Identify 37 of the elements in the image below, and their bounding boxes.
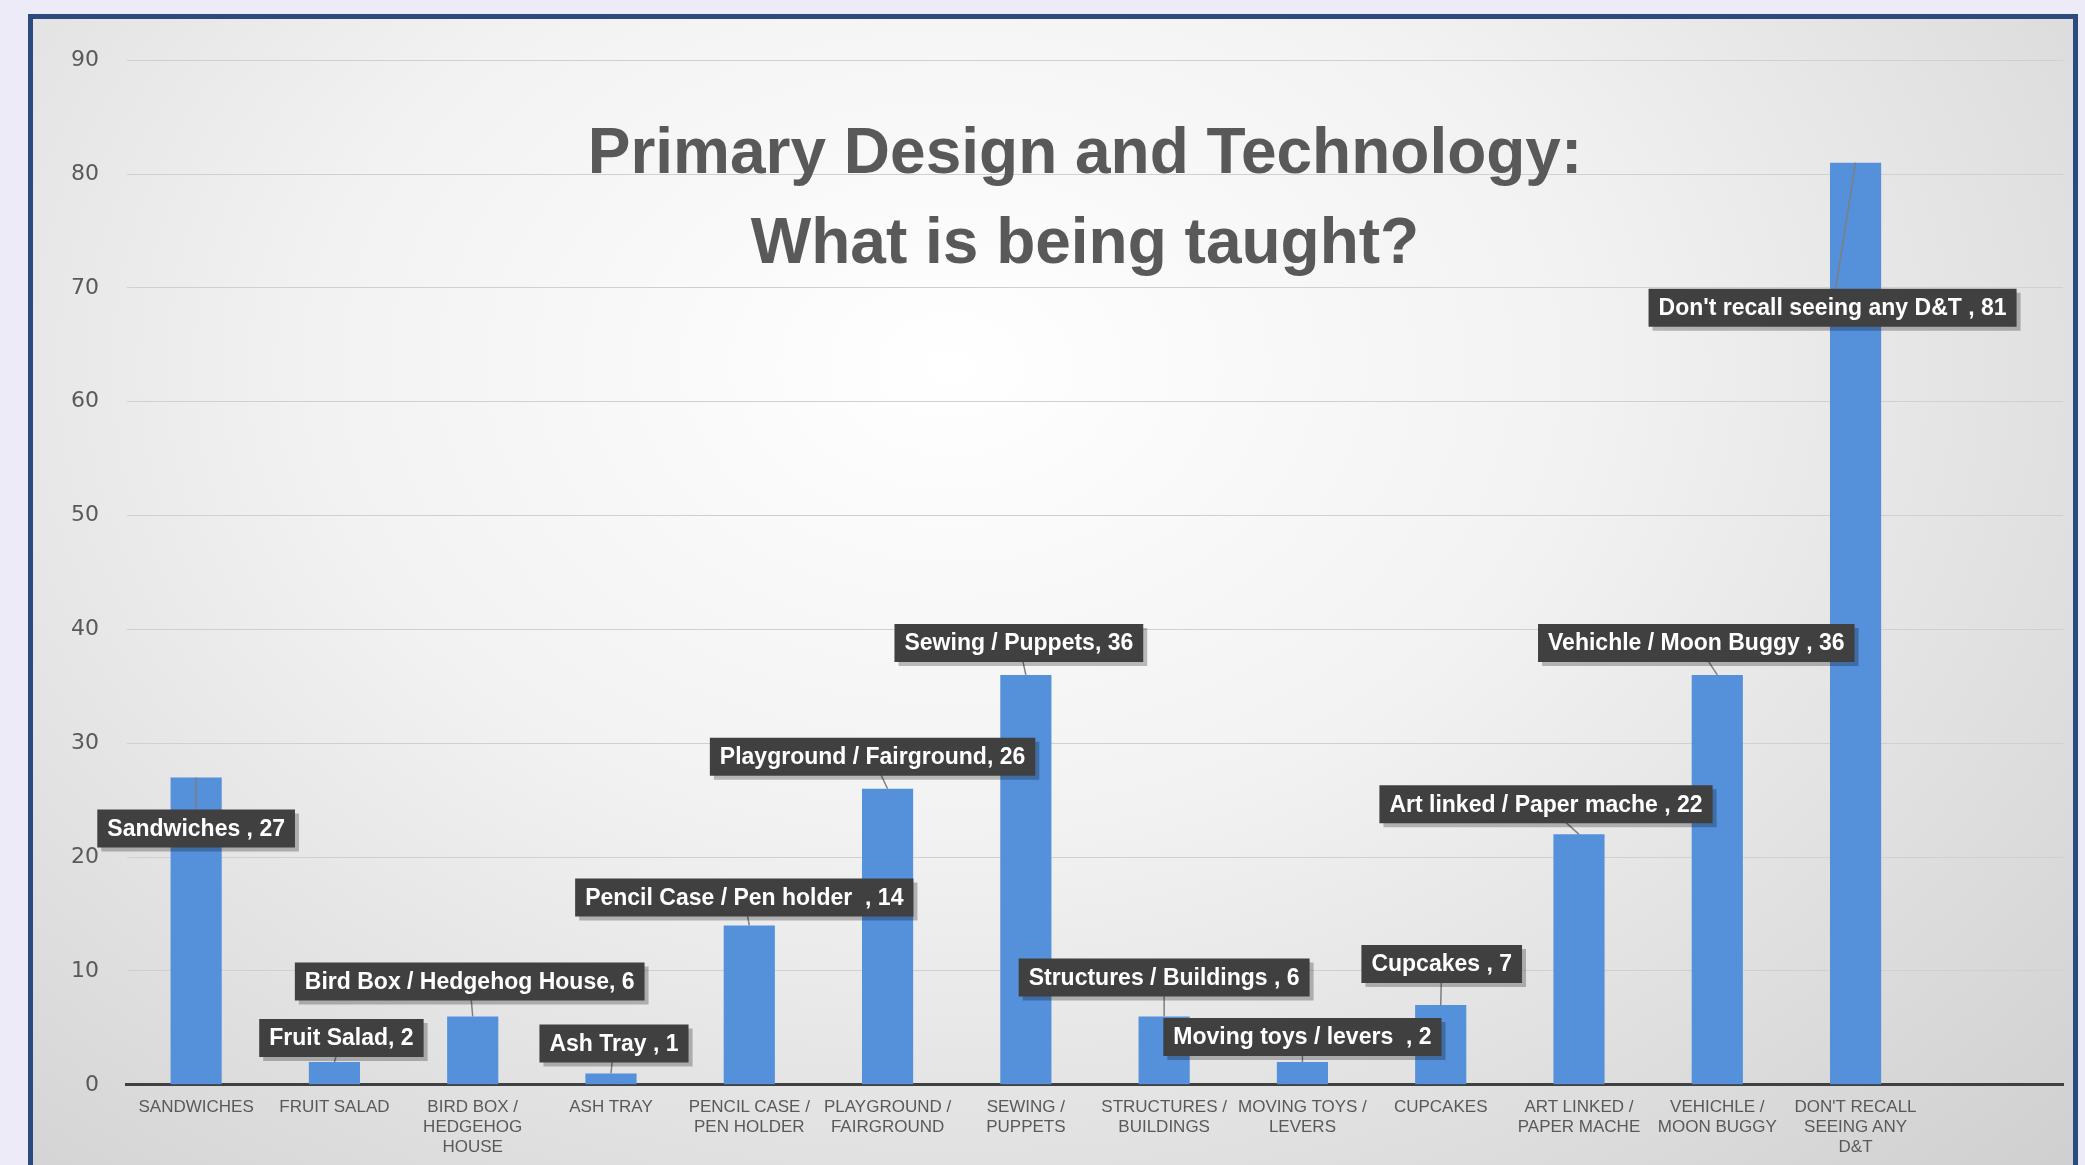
x-tick-label: PLAYGROUND / FAIRGROUND — [823, 1096, 952, 1137]
data-label: Don't recall seeing any D&T , 81 — [1658, 294, 2007, 320]
data-label: Sandwiches , 27 — [107, 814, 285, 841]
y-tick-label: 0 — [84, 1070, 99, 1096]
y-tick-label: 70 — [70, 273, 99, 299]
data-label: Ash Tray , 1 — [549, 1029, 679, 1056]
data-label: Structures / Buildings , 6 — [1028, 963, 1300, 990]
y-tick-label: 20 — [70, 842, 99, 868]
y-tick-label: 10 — [70, 956, 99, 982]
y-tick-label: 30 — [70, 728, 99, 754]
y-tick-label: 40 — [70, 615, 99, 641]
x-tick-label: SEWING / PUPPETS — [986, 1096, 1066, 1137]
y-tick-label: 50 — [70, 501, 99, 527]
data-label: Playground / Fairground, 26 — [719, 743, 1026, 770]
data-label: Pencil Case / Pen holder , 14 — [585, 883, 904, 910]
y-tick-label: 60 — [70, 387, 99, 413]
data-label: Vehichle / Moon Buggy , 36 — [1548, 629, 1845, 656]
x-tick-label: STRUCTURES / BUILDINGS — [1101, 1096, 1228, 1137]
y-tick-label: 90 — [70, 45, 99, 71]
data-label: Sewing / Puppets, 36 — [904, 629, 1134, 656]
data-label: Art linked / Paper mache , 22 — [1389, 790, 1703, 817]
x-tick-label: SANDWICHES — [138, 1096, 254, 1116]
data-label: Moving toys / levers , 2 — [1173, 1023, 1432, 1050]
text: Primary Design and Technology: What is being taught? — [587, 114, 1583, 277]
data-label: Fruit Salad, 2 — [269, 1024, 414, 1051]
x-tick-label: FRUIT SALAD — [279, 1096, 390, 1116]
x-tick-label: ART LINKED / PAPER MACHE — [1517, 1096, 1641, 1137]
x-tick-label: MOVING TOYS / LEVERS — [1238, 1096, 1368, 1137]
data-label: Cupcakes , 7 — [1371, 950, 1513, 977]
x-tick-label: CUPCAKES — [1393, 1096, 1488, 1116]
y-tick-label: 80 — [70, 159, 99, 185]
data-label: Bird Box / Hedgehog House, 6 — [304, 967, 635, 994]
x-tick-label: VEHICHLE / MOON BUGGY — [1657, 1096, 1777, 1137]
x-tick-label: DON'T RECALL SEEING ANY D&T — [1794, 1096, 1917, 1157]
x-tick-label: BIRD BOX / HEDGEHOG HOUSE — [423, 1096, 523, 1157]
x-tick-label: ASH TRAY — [569, 1096, 653, 1116]
x-tick-label: PENCIL CASE / PEN HOLDER — [688, 1096, 811, 1137]
